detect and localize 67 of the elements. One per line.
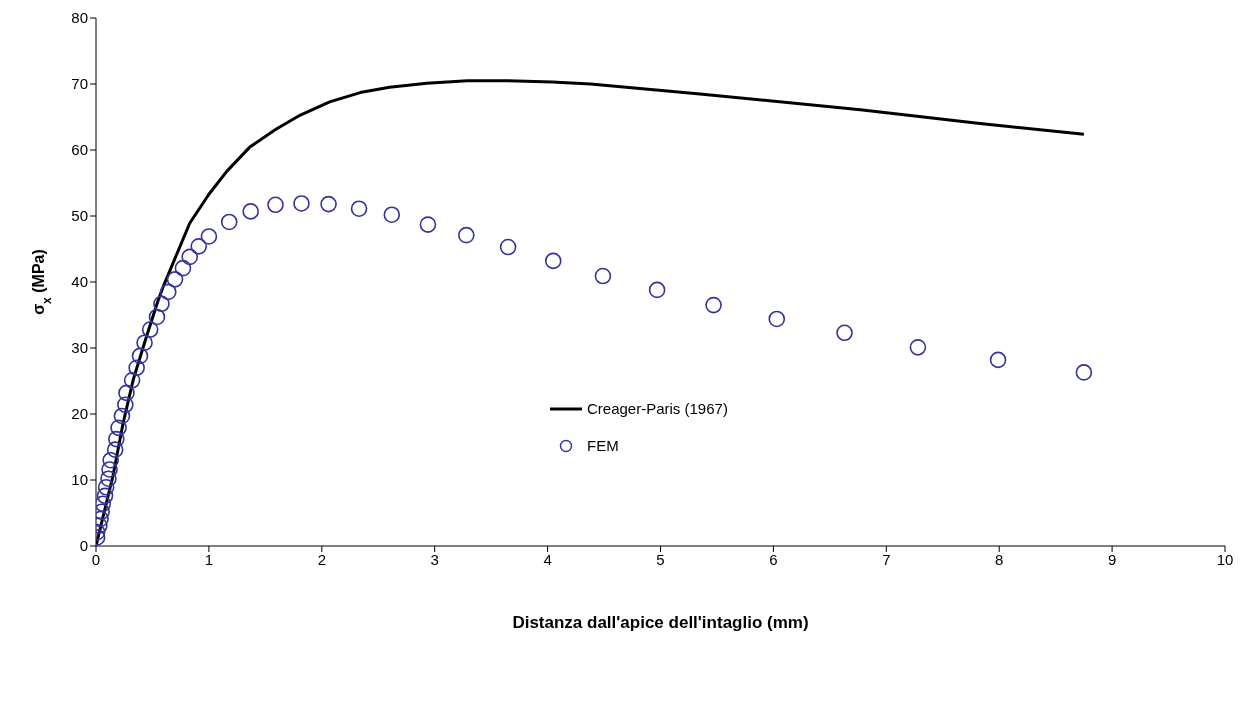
point <box>705 296 722 314</box>
point <box>166 271 184 288</box>
x-tick-label: 3 <box>430 550 439 568</box>
point <box>320 195 337 213</box>
point <box>96 495 112 513</box>
point <box>350 200 368 218</box>
legend-label: Creager-Paris (1967) <box>587 400 728 417</box>
point <box>100 470 117 487</box>
point <box>101 461 118 478</box>
point <box>768 310 786 328</box>
y-tick-label: 50 <box>71 207 88 225</box>
point <box>836 324 853 342</box>
point <box>148 308 166 326</box>
point <box>181 248 199 266</box>
x-tick-label: 2 <box>317 550 326 568</box>
point <box>136 334 153 352</box>
point <box>131 347 149 365</box>
y-tick-label: 0 <box>79 537 88 555</box>
x-tick-label: 8 <box>995 550 1004 568</box>
y-tick-label: 60 <box>71 141 88 159</box>
x-tick-label: 6 <box>769 550 778 568</box>
point <box>544 252 562 270</box>
point <box>106 441 124 458</box>
point <box>1075 364 1093 381</box>
point <box>97 478 115 496</box>
point <box>648 281 666 299</box>
y-tick-label: 20 <box>71 405 88 423</box>
x-tick-label: 4 <box>543 550 552 568</box>
point <box>499 238 517 256</box>
point <box>190 238 208 255</box>
x-tick-label: 10 <box>1216 550 1234 568</box>
point <box>128 359 145 377</box>
legend-label: FEM <box>587 437 619 454</box>
y-tick-label: 40 <box>71 273 88 291</box>
point <box>113 407 131 425</box>
point <box>220 213 238 231</box>
point <box>159 283 177 301</box>
point <box>108 430 125 448</box>
point <box>242 203 259 220</box>
x-tick-label: 0 <box>91 550 101 568</box>
point <box>200 228 218 245</box>
x-tick-label: 5 <box>656 550 665 568</box>
point <box>117 396 134 414</box>
point <box>293 195 310 212</box>
x-tick-label: 7 <box>882 550 891 568</box>
x-tick-label: 9 <box>1107 550 1117 568</box>
y-tick-label: 80 <box>71 9 88 27</box>
point <box>118 384 135 402</box>
point <box>267 196 284 214</box>
y-tick-label: 70 <box>71 75 88 93</box>
point <box>174 259 192 277</box>
point <box>96 487 114 505</box>
point <box>989 351 1007 369</box>
x-tick-label: 1 <box>204 550 214 568</box>
point <box>123 372 141 389</box>
point <box>419 216 437 233</box>
point <box>110 419 127 437</box>
y-tick-label: 10 <box>71 471 88 489</box>
point <box>594 267 612 285</box>
point <box>153 295 170 313</box>
point <box>102 451 119 469</box>
x-axis-title: Distanza dall'apice dell'intaglio (mm) <box>512 613 809 632</box>
point <box>383 206 401 223</box>
point <box>141 321 159 338</box>
point <box>458 226 475 244</box>
point <box>909 339 927 356</box>
y-tick-label: 30 <box>71 339 88 357</box>
